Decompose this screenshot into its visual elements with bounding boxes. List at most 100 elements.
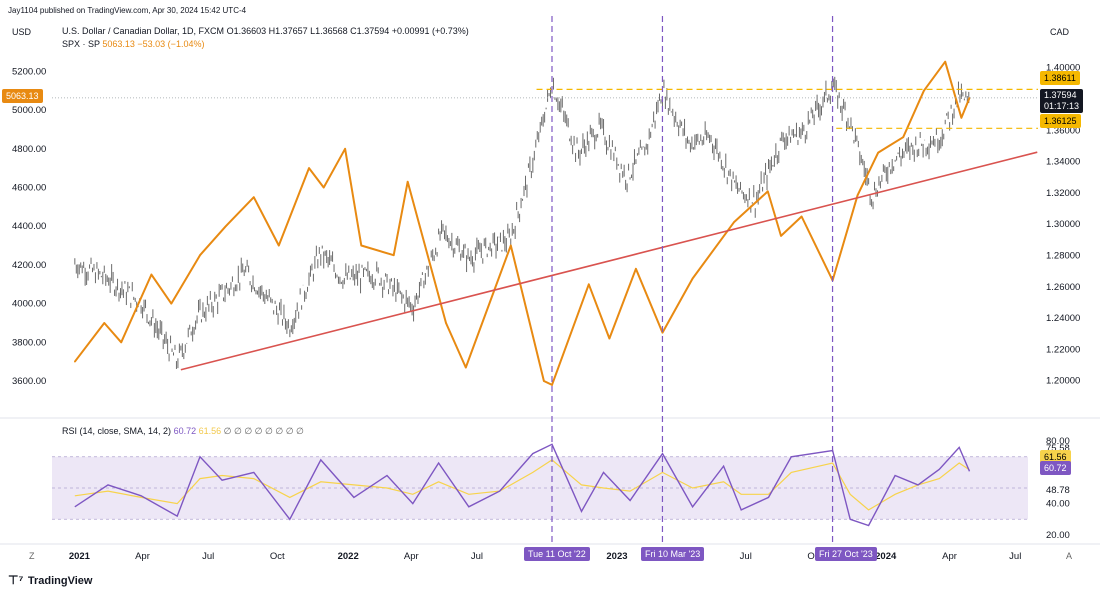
spx-point — [635, 267, 637, 270]
spx-point — [960, 117, 963, 119]
spx-point — [120, 341, 123, 344]
spx-point — [780, 235, 782, 237]
left-axis-tick: 4200.00 — [12, 260, 46, 271]
spx-point — [103, 322, 106, 324]
rsi-ma-line — [74, 459, 970, 511]
current-price: 1.37594 — [1044, 90, 1077, 100]
tradingview-logo: ⊤⁷ TradingView — [8, 571, 92, 589]
right-axis-tick: 1.36000 — [1046, 125, 1080, 136]
spx-point — [923, 89, 925, 92]
time-axis-tick: Apr — [942, 551, 957, 562]
spx-point — [308, 167, 310, 169]
rsi-value-2: 61.56 — [198, 426, 222, 436]
spx-price-badge: 5063.13 — [2, 89, 43, 103]
event-badge-3: Fri 27 Oct '23 — [815, 547, 877, 561]
rsi-axis-tick: 75.58 — [1046, 443, 1070, 454]
right-axis-tick: 1.30000 — [1046, 219, 1080, 230]
spx-point — [543, 380, 545, 382]
right-axis-tick: 1.28000 — [1046, 250, 1080, 261]
time-axis-tick: 2021 — [69, 551, 91, 562]
auto-scale-glyph[interactable]: A — [1066, 551, 1073, 561]
rsi-value-1: 60.72 — [173, 426, 197, 436]
rsi-legend[interactable]: RSI (14, close, SMA, 14, 2) 60.72 61.56 … — [62, 426, 304, 437]
time-axis-tick: Jul — [740, 551, 752, 562]
right-axis-tick: 1.26000 — [1046, 282, 1080, 293]
spx-line — [74, 60, 971, 386]
compare-symbol-name: SPX · SP — [62, 39, 100, 49]
rsi-axis-tick: 20.00 — [1046, 530, 1070, 541]
time-axis-tick: Apr — [135, 551, 150, 562]
time-axis-tick: Apr — [404, 551, 419, 562]
spx-point — [800, 215, 803, 218]
time-axis-tick: 2022 — [338, 551, 359, 562]
main-symbol-name: U.S. Dollar / Canadian Dollar, 1D, FXCM — [62, 26, 225, 36]
spx-point — [902, 136, 905, 138]
left-axis-tick: 3600.00 — [12, 376, 46, 387]
left-currency-label: USD — [12, 27, 32, 37]
countdown: 01:17:13 — [1044, 101, 1080, 111]
spx-point — [691, 277, 694, 280]
spx-point — [322, 186, 325, 189]
event-badge-1: Tue 11 Oct '22 — [524, 547, 590, 561]
spx-point — [74, 360, 76, 363]
left-axis-tick: 4000.00 — [12, 299, 46, 310]
left-axis-tick: 4600.00 — [12, 182, 46, 193]
tradingview-logo-icon: ⊤⁷ — [8, 573, 24, 587]
right-axis-tick: 1.22000 — [1046, 344, 1080, 355]
spx-point — [392, 254, 395, 257]
right-axis-tick: 1.24000 — [1046, 313, 1080, 324]
rsi-value-badge: 60.72 — [1040, 461, 1071, 475]
right-axis-tick: 1.20000 — [1046, 376, 1080, 387]
compare-symbol-values: 5063.13 −53.03 (−1.04%) — [102, 39, 205, 49]
left-axis-tick: 4400.00 — [12, 221, 46, 232]
time-axis-tick: Jul — [471, 551, 483, 562]
spx-point — [360, 244, 363, 247]
spx-point — [968, 97, 971, 99]
time-axis-tick: 2023 — [606, 551, 627, 562]
spx-point — [509, 244, 512, 247]
timezone-glyph[interactable]: Z — [29, 551, 35, 561]
spx-point — [465, 366, 467, 369]
spx-point — [170, 302, 173, 305]
level-low-badge: 1.36125 — [1040, 114, 1081, 128]
rsi-label: RSI (14, close, SMA, 14, 2) — [62, 426, 172, 436]
rsi-axis-tick: 80.00 — [1046, 436, 1070, 447]
spx-point — [588, 283, 590, 286]
tradingview-logo-text: TradingView — [27, 575, 93, 587]
event-badge-2: Fri 10 Mar '23 — [641, 547, 705, 561]
left-axis-tick: 5000.00 — [12, 105, 46, 116]
time-axis-tick: 2024 — [875, 551, 897, 562]
spx-point — [944, 60, 947, 63]
spx-point — [406, 180, 409, 183]
rsi-line — [74, 443, 971, 527]
time-axis-tick: Jul — [1009, 551, 1021, 562]
spx-point — [445, 322, 447, 324]
legend-compare-symbol[interactable]: SPX · SP 5063.13 −53.03 (−1.04%) — [62, 39, 204, 49]
right-axis-tick: 1.32000 — [1046, 188, 1080, 199]
main-symbol-ohlc: O1.36603 H1.37657 L1.36568 C1.37594 +0.0… — [226, 26, 469, 36]
rsi-axis-tick: 48.78 — [1046, 485, 1070, 496]
spx-point — [856, 194, 859, 197]
trendline — [180, 151, 1038, 371]
rsi-ma-badge: 61.56 — [1040, 450, 1071, 464]
spx-point — [733, 221, 735, 224]
right-axis-tick: 1.40000 — [1046, 63, 1080, 74]
spx-point — [877, 151, 880, 154]
left-axis-tick: 3800.00 — [12, 337, 46, 348]
time-axis-tick: Oct — [807, 551, 822, 562]
spx-point — [661, 331, 664, 334]
right-axis-tick: 1.34000 — [1046, 157, 1080, 168]
spx-point — [199, 254, 201, 257]
level-high-badge: 1.38611 — [1040, 71, 1080, 85]
rsi-placeholders: ∅ ∅ ∅ ∅ ∅ ∅ ∅ ∅ — [223, 426, 304, 436]
right-currency-label: CAD — [1050, 27, 1070, 37]
legend-main-symbol[interactable]: U.S. Dollar / Canadian Dollar, 1D, FXCM … — [62, 26, 469, 36]
current-price-badge: 1.37594 01:17:13 — [1040, 89, 1084, 113]
spx-point — [252, 196, 255, 198]
left-axis-tick: 4800.00 — [12, 144, 46, 155]
time-axis-tick: Oct — [270, 551, 285, 562]
publisher-line: Jay1104 published on TradingView.com, Ap… — [8, 6, 247, 15]
spx-point — [224, 225, 227, 227]
spx-point — [551, 384, 553, 386]
